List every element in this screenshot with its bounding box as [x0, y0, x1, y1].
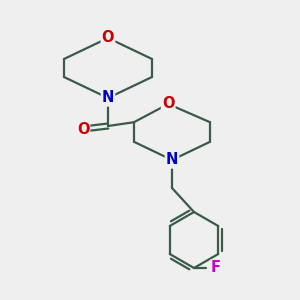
Text: O: O — [162, 97, 175, 112]
Text: N: N — [166, 152, 178, 167]
Text: O: O — [102, 31, 114, 46]
Text: F: F — [211, 260, 221, 275]
Text: N: N — [102, 91, 114, 106]
Text: O: O — [77, 122, 89, 136]
